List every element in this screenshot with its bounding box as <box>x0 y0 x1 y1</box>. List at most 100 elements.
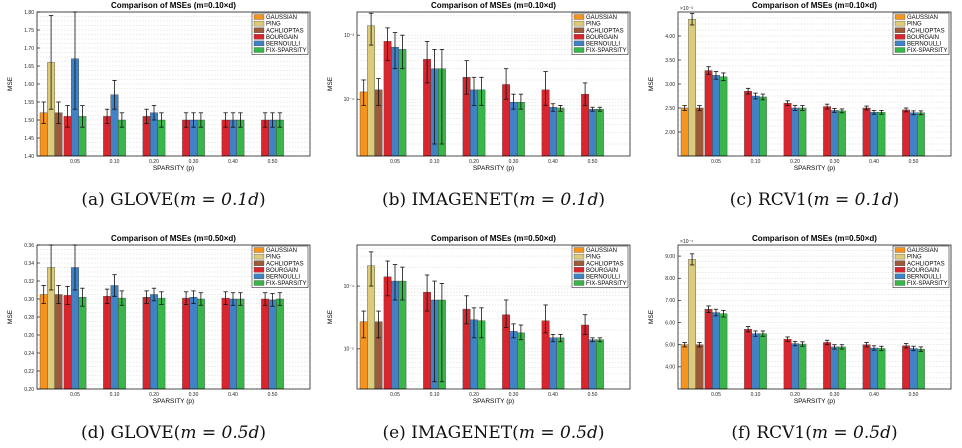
y-axis-label: MSE <box>648 309 655 324</box>
x-tick-label: 0.10 <box>751 159 761 165</box>
x-tick-label: 0.30 <box>189 159 199 165</box>
y-tick-label: 0.30 <box>24 297 34 303</box>
y-tick-label: 0.36 <box>24 243 34 249</box>
y-tick-label: 9.00 <box>665 254 675 260</box>
bar-fix-sparsity <box>798 343 807 390</box>
x-tick-label: 0.05 <box>711 392 721 398</box>
bar-fix-sparsity <box>118 297 126 390</box>
bar-bernoulli <box>830 346 839 390</box>
bar-bourgain <box>783 338 792 390</box>
legend-entry: BERNOULLI <box>266 275 300 281</box>
caption-close: ) <box>259 423 266 443</box>
caption-math: m = 0.1d <box>519 190 598 210</box>
bar-bourgain <box>902 109 910 157</box>
axes-frame <box>356 244 631 390</box>
chart-panel-2: Comparison of MSEs (m=0.10×d) 10⁻⁴ 10⁻³ 0.0… <box>327 1 631 172</box>
legend-swatch <box>253 14 265 20</box>
legend: GAUSSIANPINGACHLIOPTASBOURGAINBERNOULLIF… <box>571 12 629 55</box>
legend: GAUSSIANPINGACHLIOPTASBOURGAINBERNOULLIF… <box>892 245 950 288</box>
bar-bourgain <box>744 329 752 390</box>
legend-entry: BOURGAIN <box>266 268 298 274</box>
bar-fix-sparsity <box>759 333 767 390</box>
x-tick-label: 0.10 <box>751 392 761 398</box>
y-tick-label: 10⁻⁵ <box>344 347 354 353</box>
y-tick-label: 0.28 <box>24 315 34 321</box>
bar-gaussian <box>39 294 48 390</box>
legend-swatch <box>253 260 265 266</box>
y-tick-label: 0.26 <box>24 333 34 339</box>
y-tick-label: 1.45 <box>24 136 34 142</box>
legend-swatch <box>894 27 906 33</box>
x-tick-label: 0.20 <box>790 159 800 165</box>
legend-entry: PING <box>266 255 281 261</box>
legend-swatch <box>894 14 906 20</box>
y-axis-label: MSE <box>7 76 14 91</box>
bar-bourgain <box>261 298 269 390</box>
caption-text: (e) IMAGENET( <box>382 423 518 443</box>
bar-bourgain <box>902 345 910 390</box>
chart-panel-3: Comparison of MSEs (m=0.10×d) 2.00 2.50 3.0… <box>648 1 952 172</box>
legend-swatch <box>253 247 265 253</box>
bar-bourgain <box>823 342 831 390</box>
x-axis-label: SPARSITY (p) <box>794 165 835 172</box>
x-tick-label: 0.05 <box>711 159 721 165</box>
x-axis-label: SPARSITY (p) <box>794 398 835 405</box>
legend-swatch <box>253 280 265 286</box>
caption-math: m = 0.5d <box>812 423 891 443</box>
chart-panel-4: Comparison of MSEs (m=0.50×d) 0.20 0.22 0.2… <box>7 234 311 405</box>
legend: GAUSSIANPINGACHLIOPTASBOURGAINBERNOULLIF… <box>571 245 629 288</box>
caption-close: ) <box>891 423 898 443</box>
bar-ping <box>688 19 696 157</box>
x-tick-label: 0.10 <box>430 159 440 165</box>
bar-bernoulli <box>712 75 720 157</box>
legend-entry: BOURGAIN <box>907 35 939 41</box>
bar-bourgain <box>103 296 111 390</box>
legend-entry: BERNOULLI <box>907 42 941 48</box>
y-tick-label: 0.32 <box>24 279 34 285</box>
legend-swatch <box>573 247 585 253</box>
legend-entry: BOURGAIN <box>586 35 618 41</box>
legend-box <box>251 245 309 288</box>
x-tick-label: 0.50 <box>909 159 919 165</box>
bar-fix-sparsity <box>556 337 565 390</box>
bar-fix-sparsity <box>596 339 604 390</box>
y-exponent-label: ×10⁻³ <box>680 6 693 12</box>
bar-achlioptas <box>54 294 63 390</box>
bar-gaussian <box>680 344 689 390</box>
legend-entry: PING <box>266 22 281 28</box>
bar-fix-sparsity <box>596 108 604 157</box>
x-tick-label: 0.50 <box>909 392 919 398</box>
axes-frame <box>677 244 952 390</box>
legend-swatch <box>253 20 265 27</box>
legend: GAUSSIANPINGACHLIOPTASBOURGAINBERNOULLIF… <box>251 12 309 55</box>
x-tick-label: 0.40 <box>548 392 558 398</box>
legend-swatch <box>894 273 906 280</box>
bar-bernoulli <box>909 112 918 157</box>
bar-gaussian <box>680 107 689 157</box>
legend-entry: BOURGAIN <box>266 35 298 41</box>
legend-entry: GAUSSIAN <box>266 15 297 21</box>
x-tick-label: 0.05 <box>390 159 400 165</box>
caption-math: m = 0.1d <box>180 190 259 210</box>
panel-caption: (e) IMAGENET(m = 0.5d) <box>382 423 604 443</box>
legend-entry: FIX-SPARSITY <box>586 281 627 287</box>
caption-close: ) <box>893 190 900 210</box>
legend-entry: FIX-SPARSITY <box>907 48 948 54</box>
x-tick-label: 0.30 <box>509 392 519 398</box>
y-axis-label: MSE <box>648 76 655 91</box>
legend-entry: ACHLIOPTAS <box>266 28 304 34</box>
x-axis-label: SPARSITY (p) <box>153 398 194 405</box>
bar-bourgain <box>63 295 72 390</box>
x-axis-label: SPARSITY (p) <box>473 398 514 405</box>
panel-caption: (d) GLOVE(m = 0.5d) <box>81 423 266 443</box>
y-tick-label: 2.00 <box>665 130 675 136</box>
x-tick-label: 0.40 <box>228 392 238 398</box>
bar-fix-sparsity <box>838 346 846 390</box>
caption-close: ) <box>259 190 266 210</box>
bar-bernoulli <box>909 348 918 390</box>
x-tick-label: 0.40 <box>228 159 238 165</box>
y-axis-label: MSE <box>327 309 334 324</box>
x-tick-label: 0.20 <box>149 159 159 165</box>
legend-entry: GAUSSIAN <box>907 248 938 254</box>
bar-fix-sparsity <box>719 76 728 157</box>
